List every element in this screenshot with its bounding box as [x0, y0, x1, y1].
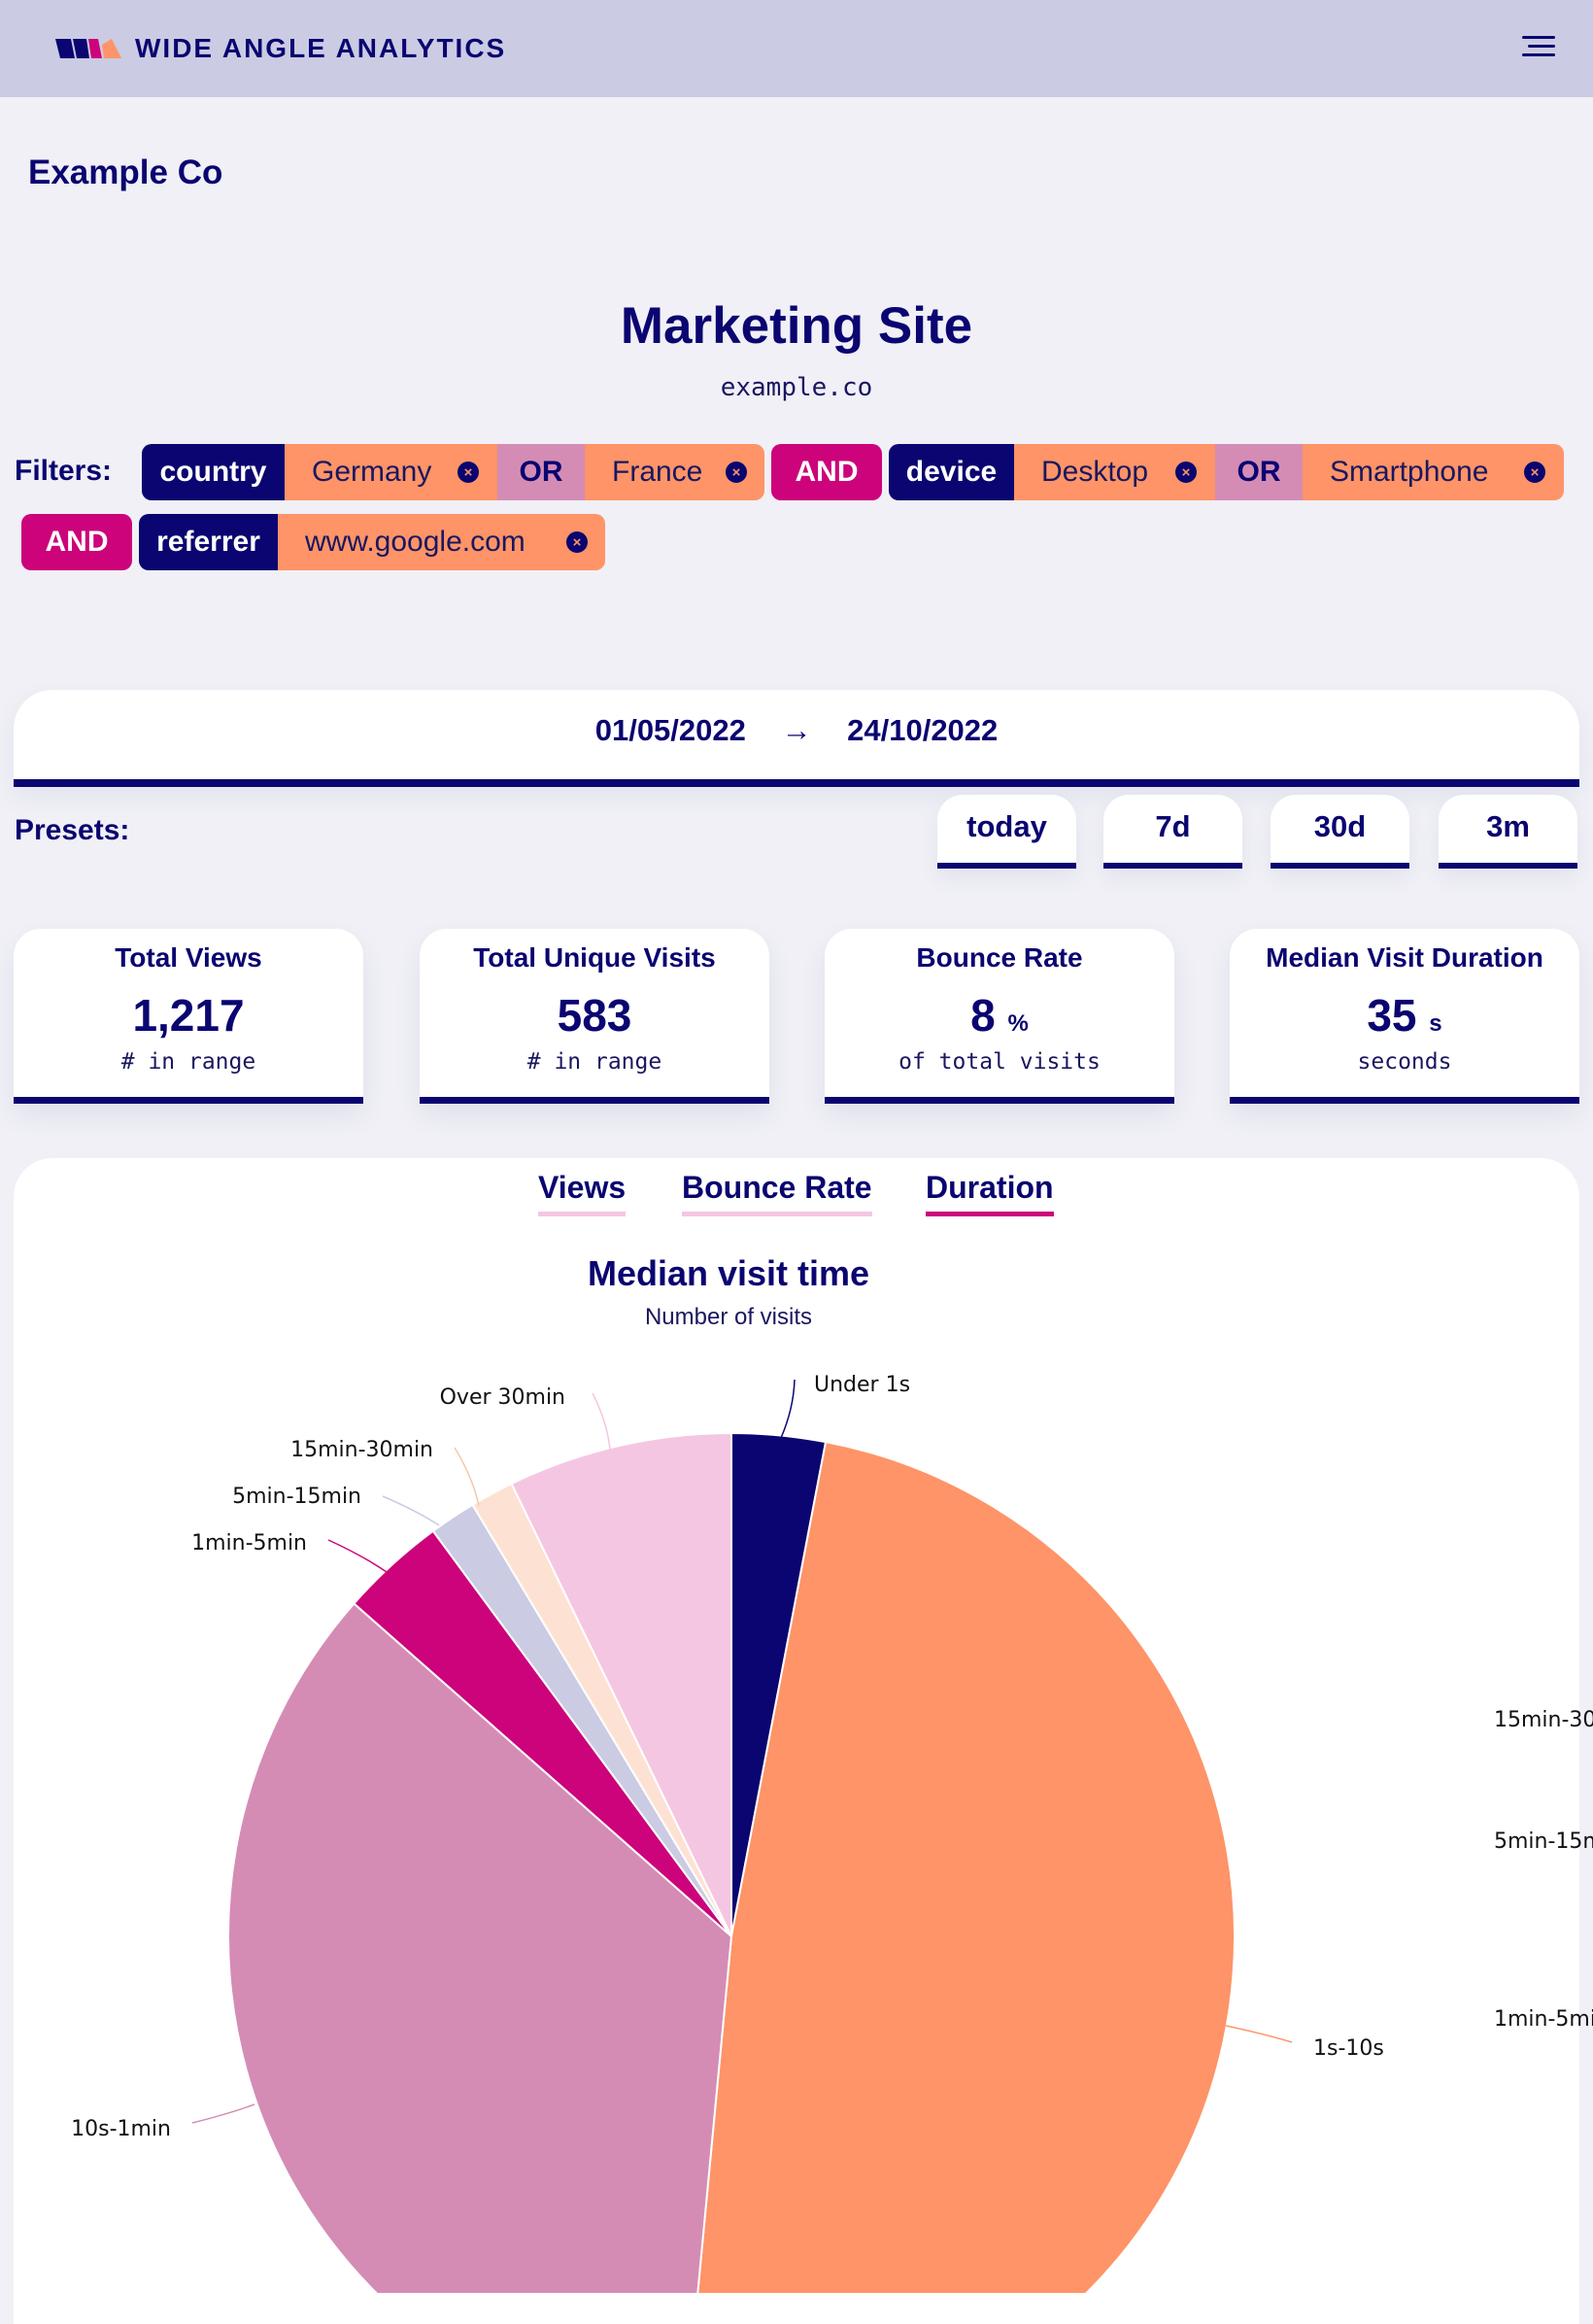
filter-value-label: Smartphone: [1330, 456, 1489, 488]
filter-value-google: www.google.com ×: [278, 514, 605, 570]
close-circle-icon[interactable]: ×: [566, 531, 588, 553]
stat-value: 35: [1367, 990, 1417, 1041]
stat-subtitle: # in range: [526, 1049, 662, 1075]
stat-value: 1,217: [132, 990, 245, 1041]
wide-angle-logo-icon: [55, 39, 121, 58]
preset-7d[interactable]: 7d: [1103, 795, 1242, 869]
stat-subtitle: seconds: [1357, 1049, 1452, 1075]
site-title: Marketing Site: [620, 297, 973, 355]
close-circle-icon[interactable]: ×: [1524, 461, 1545, 483]
date-range-card[interactable]: 01/05/2022 → 24/10/2022: [14, 690, 1579, 787]
filter-value-france: France ×: [585, 444, 764, 500]
pie-slice-label: 10s-1min: [71, 2117, 171, 2141]
filter-and-operator: AND: [21, 514, 132, 570]
stat-title: Bounce Rate: [916, 942, 1083, 973]
pie-label-connector: [454, 1447, 480, 1507]
preset-3m[interactable]: 3m: [1439, 795, 1577, 869]
preset-30d[interactable]: 30d: [1271, 795, 1409, 869]
pie-slice[interactable]: [684, 1441, 1236, 2293]
filter-key-country: country: [142, 444, 285, 500]
arrow-right-icon: →: [781, 712, 812, 747]
pie-label-connector: [382, 1495, 440, 1526]
filter-value-label: France: [612, 456, 703, 488]
chart-title: Median visit time: [587, 1253, 870, 1293]
pie-label-connector: [327, 1539, 388, 1573]
top-bar: WIDE ANGLE ANALYTICS: [0, 0, 1593, 97]
chart-subtitle: Number of visits: [644, 1304, 813, 1330]
stat-card-bounce-rate: Bounce Rate 8 % of total visits: [825, 929, 1174, 1104]
stat-unit: %: [1007, 1010, 1029, 1037]
close-circle-icon[interactable]: ×: [726, 461, 747, 483]
legend-label: 5min-15min: [1494, 1829, 1593, 1854]
stat-title: Median Visit Duration: [1266, 942, 1543, 973]
filter-value-smartphone: Smartphone ×: [1303, 444, 1564, 500]
legend-label: 15min-30min: [1494, 1708, 1593, 1732]
close-circle-icon[interactable]: ×: [458, 461, 479, 483]
filter-value-label: www.google.com: [305, 526, 525, 558]
date-from[interactable]: 01/05/2022: [594, 712, 746, 747]
site-domain: example.co: [720, 373, 873, 402]
stat-title: Total Unique Visits: [473, 942, 716, 973]
pie-slice[interactable]: [227, 1602, 733, 2293]
filter-or-operator: OR: [497, 444, 585, 500]
org-name: Example Co: [28, 154, 223, 191]
filter-value-germany: Germany ×: [285, 444, 497, 500]
presets-label: Presets:: [15, 814, 130, 846]
brand[interactable]: WIDE ANGLE ANALYTICS: [55, 32, 506, 65]
legend-label: 1min-5min: [1494, 2007, 1593, 2032]
pie-label-connector: [780, 1379, 796, 1439]
stat-value: 583: [557, 990, 632, 1041]
filter-and-operator: AND: [771, 444, 882, 500]
filter-key-referrer: referrer: [139, 514, 278, 570]
filter-key-device: device: [889, 444, 1014, 500]
hamburger-menu-icon[interactable]: [1521, 29, 1556, 64]
pie-slice-label: 1min-5min: [191, 1531, 307, 1555]
pie-label-connector: [1225, 2025, 1293, 2043]
stat-card-median-duration: Median Visit Duration 35 s seconds: [1230, 929, 1579, 1104]
preset-today[interactable]: today: [937, 795, 1076, 869]
stat-unit: s: [1429, 1010, 1442, 1037]
stat-value: 8: [970, 990, 996, 1041]
filter-value-label: Desktop: [1041, 456, 1149, 488]
pie-slice-label: Under 1s: [814, 1373, 910, 1397]
stat-title: Total Views: [115, 942, 262, 973]
pie-slice-label: 1s-10s: [1313, 2036, 1384, 2061]
stat-card-unique-visits: Total Unique Visits 583 # in range: [420, 929, 769, 1104]
pie-slice-label: 5min-15min: [232, 1485, 361, 1509]
date-to[interactable]: 24/10/2022: [847, 712, 999, 747]
filter-value-desktop: Desktop ×: [1014, 444, 1215, 500]
filter-value-label: Germany: [312, 456, 432, 488]
pie-slice-label: 15min-30min: [290, 1438, 433, 1462]
filters-label: Filters:: [15, 455, 113, 487]
tab-duration[interactable]: Duration: [926, 1170, 1054, 1216]
stat-subtitle: # in range: [120, 1049, 256, 1075]
brand-name: WIDE ANGLE ANALYTICS: [135, 33, 507, 63]
pie-slice-label: Over 30min: [440, 1385, 565, 1410]
stat-card-total-views: Total Views 1,217 # in range: [14, 929, 363, 1104]
close-circle-icon[interactable]: ×: [1175, 461, 1197, 483]
pie-slice[interactable]: [510, 1431, 732, 1937]
tab-bounce-rate[interactable]: Bounce Rate: [682, 1170, 872, 1216]
pie-label-connector: [592, 1392, 611, 1451]
tab-views[interactable]: Views: [538, 1170, 627, 1216]
stat-subtitle: of total visits: [898, 1049, 1101, 1075]
pie-label-connector: [191, 2103, 255, 2124]
filter-or-operator: OR: [1215, 444, 1303, 500]
